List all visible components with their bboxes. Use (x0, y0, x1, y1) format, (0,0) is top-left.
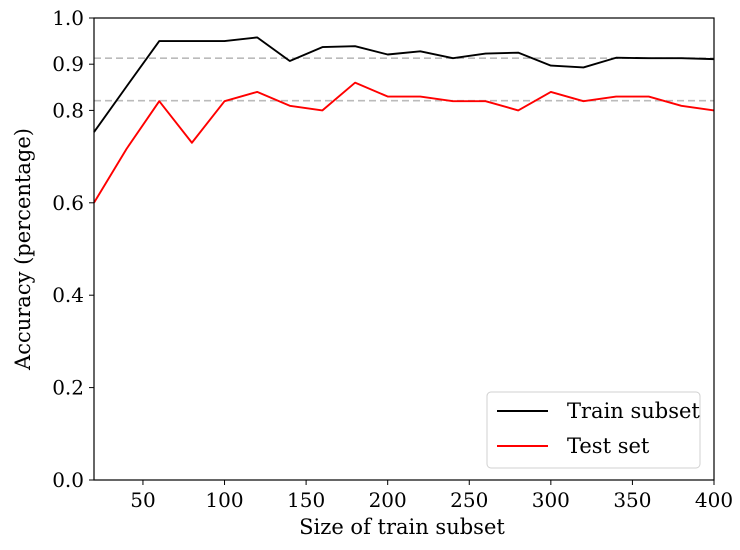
x-tick-label: 150 (287, 488, 325, 512)
x-tick-label: 250 (450, 488, 488, 512)
y-axis-label: Accuracy (percentage) (11, 128, 35, 371)
series-line-test-set (93, 81, 715, 204)
y-tick-label: 0.2 (52, 376, 84, 400)
legend-label-test-set: Test set (567, 434, 650, 458)
plot-frame (93, 17, 715, 481)
x-tick-label: 200 (369, 488, 407, 512)
x-tick-label: 300 (532, 488, 570, 512)
y-tick-label: 0.4 (52, 283, 84, 307)
y-tick-label: 0.9 (52, 52, 84, 76)
y-tick-label: 0.0 (52, 468, 84, 492)
y-tick-label: 0.6 (52, 191, 84, 215)
reference-lines (94, 57, 714, 102)
series-lines (93, 36, 715, 204)
x-tick-label: 400 (695, 488, 733, 512)
x-tick-label: 350 (613, 488, 651, 512)
x-axis-ticks: 50 100 150 200 250 300 350 400 (130, 480, 733, 512)
x-axis-label: Size of train subset (299, 515, 505, 539)
legend-label-train-subset: Train subset (567, 399, 700, 423)
legend: Train subset Test set (486, 391, 701, 469)
y-tick-label: 1.0 (52, 6, 84, 30)
series-line-train-subset (93, 36, 715, 133)
y-tick-label: 0.8 (52, 98, 84, 122)
x-tick-label: 50 (130, 488, 155, 512)
y-axis-ticks: 0.0 0.2 0.4 0.6 0.8 0.9 1.0 (52, 6, 94, 492)
x-tick-label: 100 (205, 488, 243, 512)
